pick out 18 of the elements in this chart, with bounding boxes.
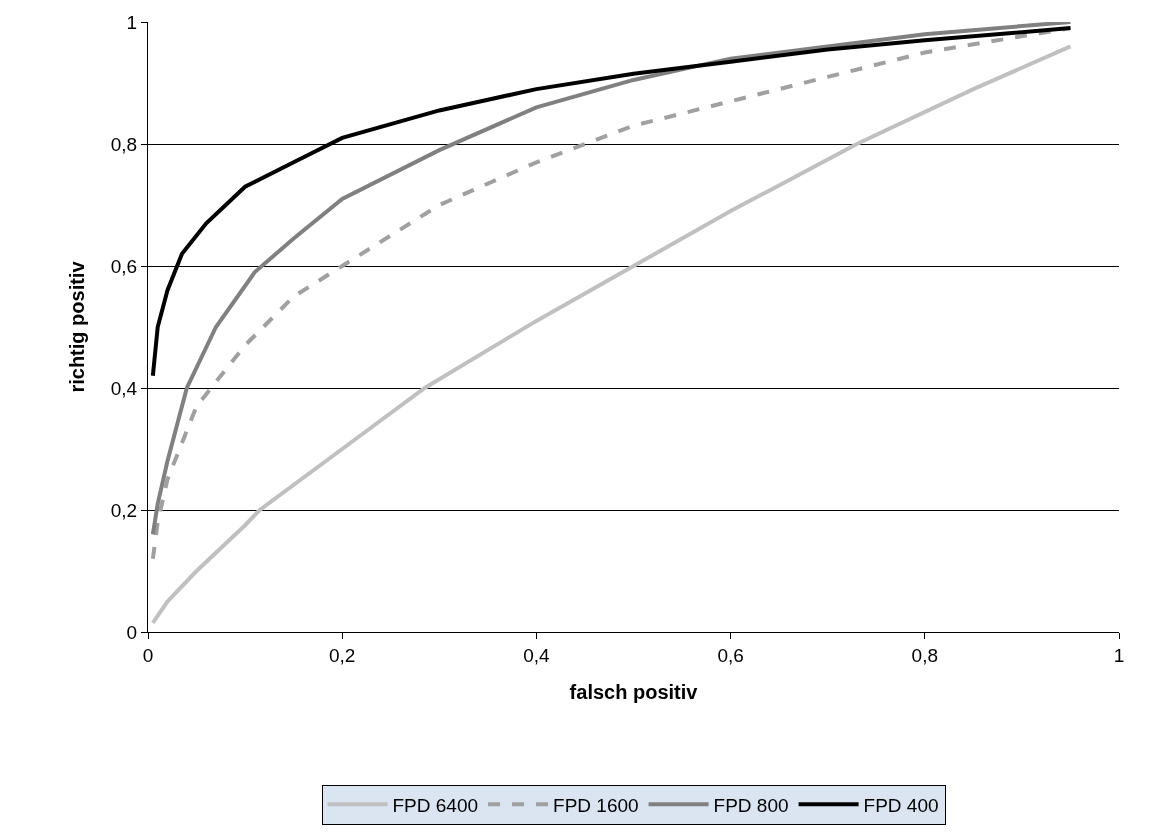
x-tick-label: 0,8 [911,644,939,666]
x-tick-label: 0,4 [523,644,551,666]
legend-label: FPD 400 [863,794,939,816]
y-axis-title: richtig positiv [66,260,89,393]
x-tick-label: 0,6 [717,644,744,666]
legend-label: FPD 800 [713,794,789,816]
legend-label: FPD 6400 [392,794,479,816]
y-tick-label: 0 [126,621,138,643]
x-axis-title: falsch positiv [569,681,699,704]
y-tick-label: 1 [126,11,138,33]
x-tick-label: 0 [142,644,154,666]
y-tick-label: 0,2 [110,499,138,521]
legend-label: FPD 1600 [553,794,639,816]
x-tick-label: 0,2 [328,644,356,666]
y-tick-label: 0,8 [110,133,138,155]
y-tick-label: 0,4 [110,377,138,399]
y-tick-label: 0,6 [110,255,138,277]
x-tick-label: 1 [1113,644,1125,666]
